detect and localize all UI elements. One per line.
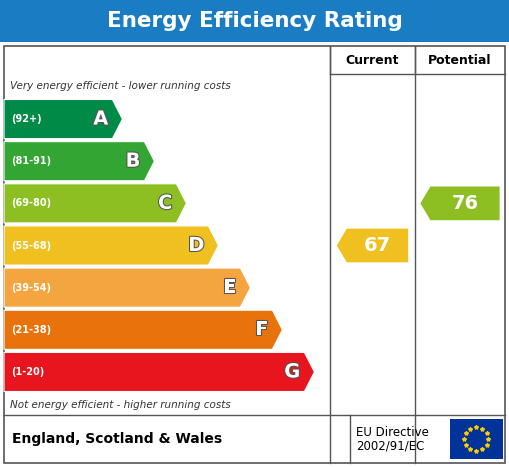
Text: B: B — [126, 152, 140, 171]
Text: (39-54): (39-54) — [11, 283, 51, 293]
Text: Not energy efficient - higher running costs: Not energy efficient - higher running co… — [10, 400, 231, 410]
Text: 2002/91/EC: 2002/91/EC — [356, 439, 425, 453]
Polygon shape — [420, 186, 500, 220]
Text: (21-38): (21-38) — [11, 325, 51, 335]
Bar — [4, 46, 505, 463]
Polygon shape — [4, 142, 154, 181]
Text: E: E — [223, 278, 236, 297]
Text: F: F — [255, 320, 268, 340]
Text: (55-68): (55-68) — [11, 241, 51, 250]
Text: A: A — [93, 110, 108, 128]
Text: Energy Efficiency Rating: Energy Efficiency Rating — [106, 11, 403, 31]
Text: Potential: Potential — [428, 54, 492, 66]
Polygon shape — [4, 226, 218, 265]
Bar — [0, 0, 509, 42]
Text: Very energy efficient - lower running costs: Very energy efficient - lower running co… — [10, 81, 231, 91]
Polygon shape — [4, 184, 186, 223]
Text: G: G — [284, 362, 300, 382]
Text: EU Directive: EU Directive — [356, 425, 429, 439]
Text: Current: Current — [346, 54, 399, 66]
Polygon shape — [4, 353, 315, 391]
Text: (69-80): (69-80) — [11, 198, 51, 208]
Text: (1-20): (1-20) — [11, 367, 44, 377]
Text: C: C — [158, 194, 173, 213]
Text: (81-91): (81-91) — [11, 156, 51, 166]
Text: England, Scotland & Wales: England, Scotland & Wales — [12, 432, 222, 446]
Bar — [450, 419, 503, 459]
Text: 76: 76 — [451, 194, 478, 213]
Text: (92+): (92+) — [11, 114, 42, 124]
Polygon shape — [4, 310, 282, 349]
Text: 67: 67 — [364, 236, 391, 255]
Text: D: D — [188, 236, 205, 255]
Polygon shape — [4, 99, 122, 139]
Polygon shape — [337, 229, 408, 262]
Polygon shape — [4, 268, 250, 307]
